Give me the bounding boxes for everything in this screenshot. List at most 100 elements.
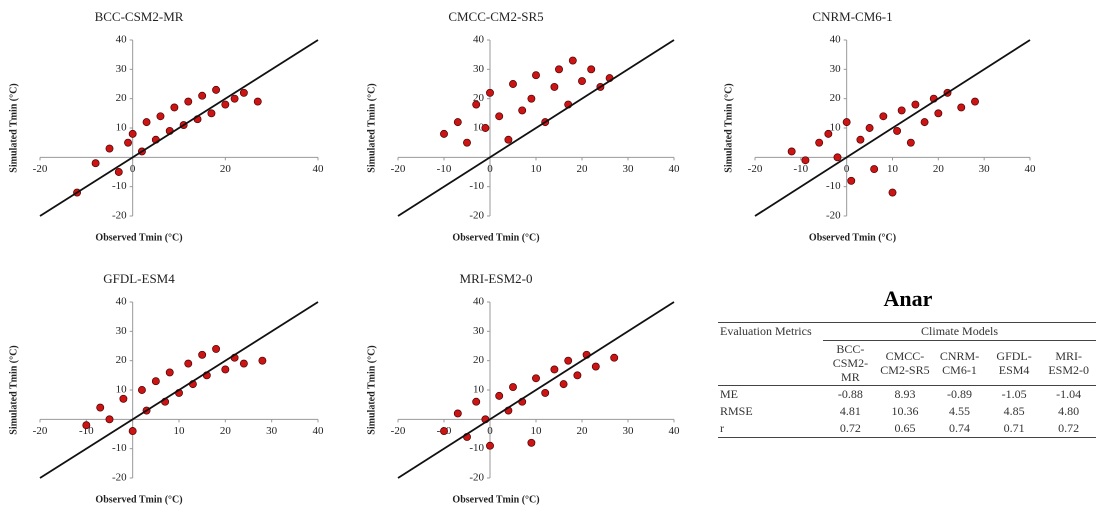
y-tick-label: 20 <box>473 354 485 366</box>
y-tick-label: 10 <box>116 384 128 396</box>
point <box>847 176 856 185</box>
y-tick-label: 20 <box>116 354 128 366</box>
point <box>518 106 527 115</box>
cell: -0.88 <box>837 387 863 401</box>
x-tick-label: -10 <box>793 163 808 175</box>
scatter-chart: BCC-CSM2-MR Observed Tmin (°C) Simulated T… <box>8 9 324 243</box>
identity-line <box>397 301 675 479</box>
x-axis-label: Observed Tmin (°C) <box>95 494 182 505</box>
cell: 4.55 <box>949 404 971 418</box>
x-tick-label: 20 <box>933 163 945 175</box>
metric-name: RMSE <box>720 404 753 418</box>
point <box>184 97 193 106</box>
point <box>221 100 230 109</box>
x-tick-label: 0 <box>487 425 493 437</box>
point <box>453 118 462 127</box>
cell: 0.74 <box>932 420 987 438</box>
point <box>472 397 481 406</box>
point <box>587 65 596 74</box>
x-tick-label: 20 <box>220 425 232 437</box>
x-tick-label: 40 <box>1025 163 1037 175</box>
point <box>504 135 513 144</box>
point <box>555 65 563 74</box>
y-tick-label: -20 <box>112 472 127 484</box>
column-header: GFDL-ESM4 <box>986 340 1042 386</box>
point <box>957 103 966 112</box>
point <box>897 106 906 115</box>
cell: -1.04 <box>1056 387 1082 401</box>
cell: 0.72 <box>823 420 878 438</box>
point <box>472 100 481 109</box>
x-tick-label: 10 <box>887 163 899 175</box>
y-tick-label: -10 <box>469 442 484 454</box>
point <box>842 118 851 127</box>
table-body: ME -0.88 8.93 -0.89 -1.05 -1.04 RMSE 4.81 10.36 4… <box>718 386 1096 438</box>
scatter-chart: CMCC-CM2-SR5 Observed Tmin (°C) Simulated … <box>366 9 680 243</box>
point <box>486 88 494 97</box>
scatter-chart: CNRM-CM6-1 Observed Tmin (°C) Simulated Tm… <box>723 9 1036 243</box>
point <box>151 377 160 386</box>
point <box>114 168 123 176</box>
y-tick-label: 30 <box>473 325 485 337</box>
column-header: CNRM-CM6-1 <box>932 340 987 386</box>
point <box>124 138 132 147</box>
point <box>486 441 494 450</box>
cell: 8.93 <box>894 387 916 401</box>
point <box>787 147 796 156</box>
point <box>239 359 248 368</box>
point <box>142 118 151 127</box>
x-tick-label: 40 <box>669 425 681 437</box>
chart-title: CNRM-CM6-1 <box>812 9 892 24</box>
x-tick-label: 0 <box>487 163 493 175</box>
point <box>91 159 100 168</box>
point <box>495 391 504 400</box>
x-tick-label: 30 <box>623 425 635 437</box>
point <box>573 371 582 380</box>
x-tick-label: 20 <box>577 163 589 175</box>
y-axis-label: Simulated Tmin (°C) <box>366 83 377 172</box>
cell: 4.80 <box>1058 404 1080 418</box>
x-tick-label: 20 <box>577 425 589 437</box>
table-row: ME -0.88 8.93 -0.89 -1.05 -1.04 <box>718 386 1096 404</box>
column-header: MRI-ESM2-0 <box>1041 340 1096 386</box>
y-tick-label: -10 <box>112 442 127 454</box>
point <box>833 153 842 162</box>
x-axis-label: Observed Tmin (°C) <box>809 232 896 243</box>
point <box>509 383 517 392</box>
point <box>128 129 137 138</box>
point <box>559 380 568 389</box>
x-tick-label: -20 <box>391 163 406 175</box>
y-tick-label: 40 <box>473 34 485 46</box>
y-tick-label: 10 <box>116 122 128 134</box>
x-tick-label: 10 <box>531 163 543 175</box>
point <box>105 144 114 153</box>
point <box>212 344 221 353</box>
metric-name: r <box>718 420 824 438</box>
table-row: RMSE 4.81 10.36 4.55 4.85 4.80 <box>718 403 1096 420</box>
column-header: BCC-CSM2-MR <box>823 340 878 386</box>
point <box>239 88 248 97</box>
x-tick-label: 40 <box>313 163 325 175</box>
x-tick-label: 30 <box>979 163 991 175</box>
x-tick-label: 10 <box>531 425 543 437</box>
y-axis-label: Simulated Tmin (°C) <box>723 83 734 172</box>
x-tick-label: 40 <box>313 425 325 437</box>
identity-line <box>39 39 319 217</box>
y-axis-label: Simulated Tmin (°C) <box>8 83 19 172</box>
point <box>541 388 550 397</box>
y-tick-label: 10 <box>473 384 485 396</box>
x-tick-label: 10 <box>174 425 186 437</box>
point <box>578 77 586 86</box>
point <box>137 386 146 394</box>
point <box>550 365 559 374</box>
point <box>971 97 979 106</box>
point <box>253 97 262 106</box>
point <box>568 56 577 65</box>
column-header: CMCC-CM2-SR5 <box>877 340 933 386</box>
point <box>212 85 221 94</box>
point <box>156 112 165 121</box>
column-row: BCC-CSM2-MR CMCC-CM2-SR5 CNRM-CM6-1 GFDL-ES… <box>718 340 1096 386</box>
y-tick-label: 40 <box>116 34 128 46</box>
point <box>170 103 179 112</box>
